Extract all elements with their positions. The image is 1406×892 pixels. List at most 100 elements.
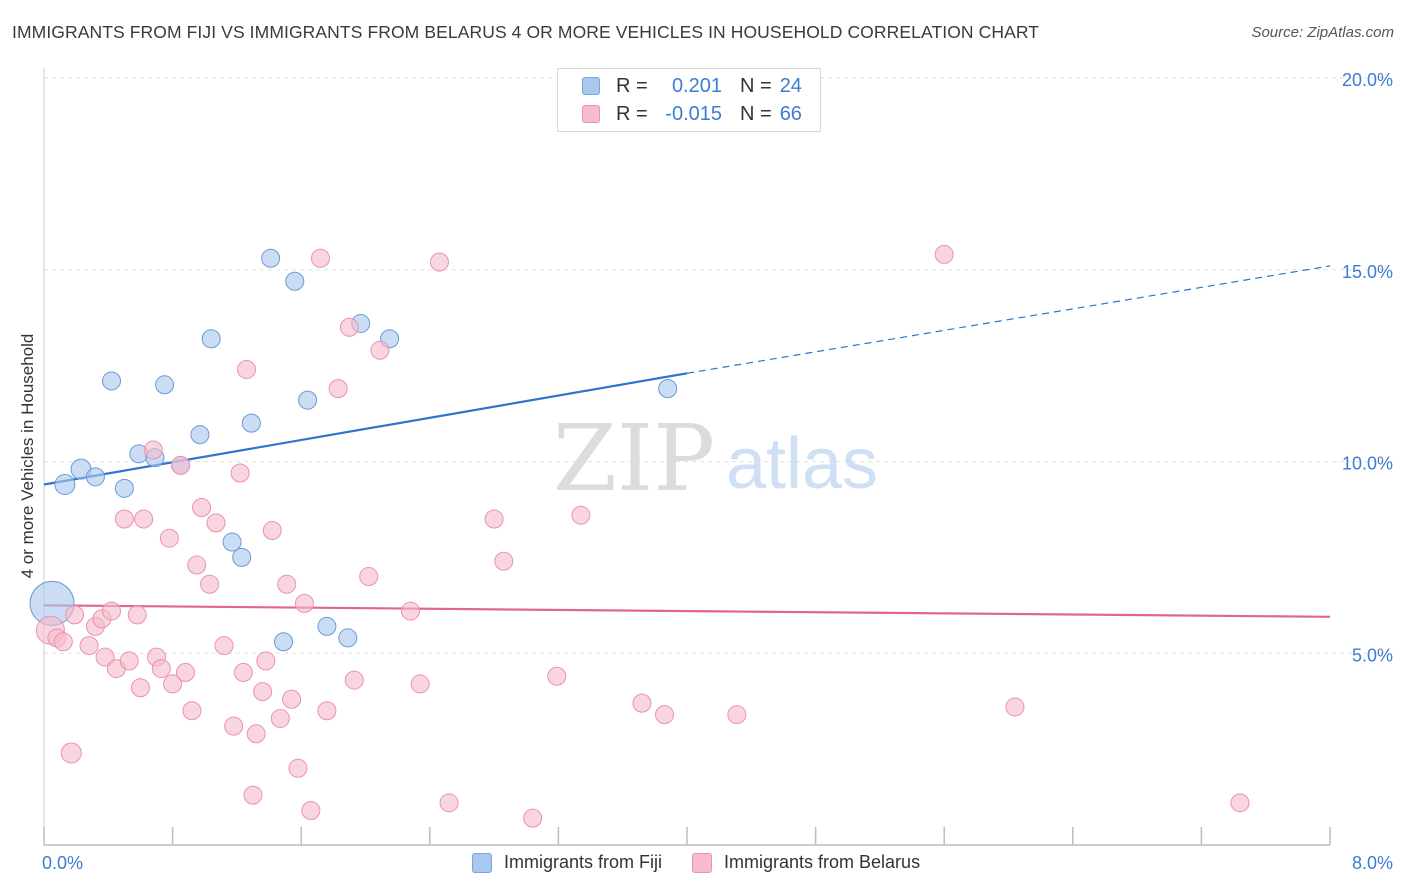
point-belarus: [95, 647, 115, 667]
point-fiji: [155, 375, 175, 395]
r-value-fiji: 0.201: [671, 74, 722, 97]
point-belarus: [114, 509, 134, 529]
point-belarus: [401, 601, 421, 621]
point-fiji: [317, 616, 337, 636]
point-belarus: [262, 521, 282, 541]
legend-item-fiji: Immigrants from Fiji: [472, 852, 662, 873]
point-belarus: [429, 252, 449, 272]
point-fiji: [285, 271, 305, 291]
r-value-belarus: -0.015: [665, 102, 722, 125]
watermark-atlas: atlas: [726, 424, 878, 504]
point-belarus: [339, 317, 359, 337]
trend-line-fiji-extension: [686, 265, 1331, 374]
point-belarus: [253, 682, 273, 702]
legend-swatch-belarus: [582, 105, 600, 123]
point-belarus: [410, 674, 430, 694]
y-tick-label: 10.0%: [1342, 454, 1393, 474]
point-belarus: [79, 636, 99, 656]
point-belarus: [523, 808, 543, 828]
y-tick-label: 5.0%: [1352, 645, 1393, 665]
legend-swatch-fiji: [472, 852, 492, 873]
point-belarus: [143, 440, 163, 460]
n-value-fiji: 24: [779, 74, 802, 97]
point-belarus: [1230, 793, 1250, 813]
point-fiji: [222, 532, 242, 552]
point-belarus: [344, 670, 364, 690]
point-belarus: [224, 716, 244, 736]
legend-label-belarus: Immigrants from Belarus: [724, 852, 921, 872]
point-fiji: [190, 425, 210, 445]
point-belarus: [727, 705, 747, 725]
point-fiji: [338, 628, 358, 648]
r-label: R =: [616, 102, 648, 125]
point-belarus: [175, 662, 195, 682]
point-belarus: [370, 340, 390, 360]
point-belarus: [230, 463, 250, 483]
point-belarus: [301, 800, 321, 820]
point-belarus: [130, 678, 150, 698]
point-belarus: [494, 551, 514, 571]
point-belarus: [171, 455, 191, 475]
y-axis-label: 4 or more Vehicles in Household: [18, 333, 37, 579]
point-belarus: [200, 574, 220, 594]
point-belarus: [151, 659, 171, 679]
point-fiji: [298, 390, 318, 410]
point-fiji: [114, 478, 134, 498]
point-belarus: [233, 662, 253, 682]
point-fiji: [241, 413, 261, 433]
point-fiji: [85, 467, 105, 487]
point-fiji: [102, 371, 122, 391]
n-label: N =: [740, 74, 772, 97]
point-belarus: [439, 793, 459, 813]
point-belarus: [547, 666, 567, 686]
legend-row-fiji: R = 0.201 N = 24: [582, 73, 802, 99]
point-belarus: [127, 605, 147, 625]
point-belarus: [294, 593, 314, 613]
point-fiji: [658, 379, 678, 399]
point-belarus: [102, 601, 122, 621]
point-belarus: [317, 701, 337, 721]
point-fiji: [232, 547, 252, 567]
legend-swatch-fiji: [582, 77, 600, 95]
x-tick-label-min: 0.0%: [42, 853, 83, 873]
point-fiji: [54, 474, 76, 496]
point-belarus: [277, 574, 297, 594]
point-belarus: [270, 708, 290, 728]
axes: [43, 68, 1331, 846]
point-belarus: [237, 359, 257, 379]
point-belarus: [214, 636, 234, 656]
legend-row-belarus: R = -0.015 N = 66: [582, 101, 802, 127]
point-fiji: [274, 632, 294, 652]
watermark: ZIP atlas: [553, 405, 878, 512]
point-belarus: [182, 701, 202, 721]
source-label: Source: ZipAtlas.com: [1251, 24, 1394, 41]
watermark-zip: ZIP: [553, 405, 715, 512]
point-belarus: [187, 555, 207, 575]
point-belarus: [654, 705, 674, 725]
point-belarus: [571, 505, 591, 525]
legend-item-belarus: Immigrants from Belarus: [692, 852, 920, 873]
point-belarus: [53, 632, 73, 652]
point-belarus: [243, 785, 263, 805]
point-belarus: [246, 724, 266, 744]
point-belarus: [484, 509, 504, 529]
chart-title: IMMIGRANTS FROM FIJI VS IMMIGRANTS FROM …: [12, 22, 1040, 42]
trend-line-belarus: [43, 604, 1331, 618]
point-belarus: [359, 567, 379, 587]
legend-swatch-belarus: [692, 852, 713, 873]
point-belarus: [282, 689, 302, 709]
n-value-belarus: 66: [779, 102, 802, 125]
point-fiji: [201, 329, 221, 349]
point-fiji: [261, 248, 281, 268]
point-belarus: [65, 605, 85, 625]
point-belarus: [192, 498, 212, 518]
point-belarus: [60, 742, 82, 764]
point-belarus: [632, 693, 652, 713]
y-tick-label: 15.0%: [1342, 262, 1393, 282]
x-tick-label-max: 8.0%: [1352, 853, 1393, 873]
point-belarus: [934, 244, 954, 264]
tick-labels: 20.0% 15.0% 10.0% 5.0% 0.0% 8.0%: [42, 70, 1393, 873]
legend-label-fiji: Immigrants from Fiji: [504, 852, 663, 872]
series-legend: Immigrants from Fiji Immigrants from Bel…: [472, 852, 950, 873]
